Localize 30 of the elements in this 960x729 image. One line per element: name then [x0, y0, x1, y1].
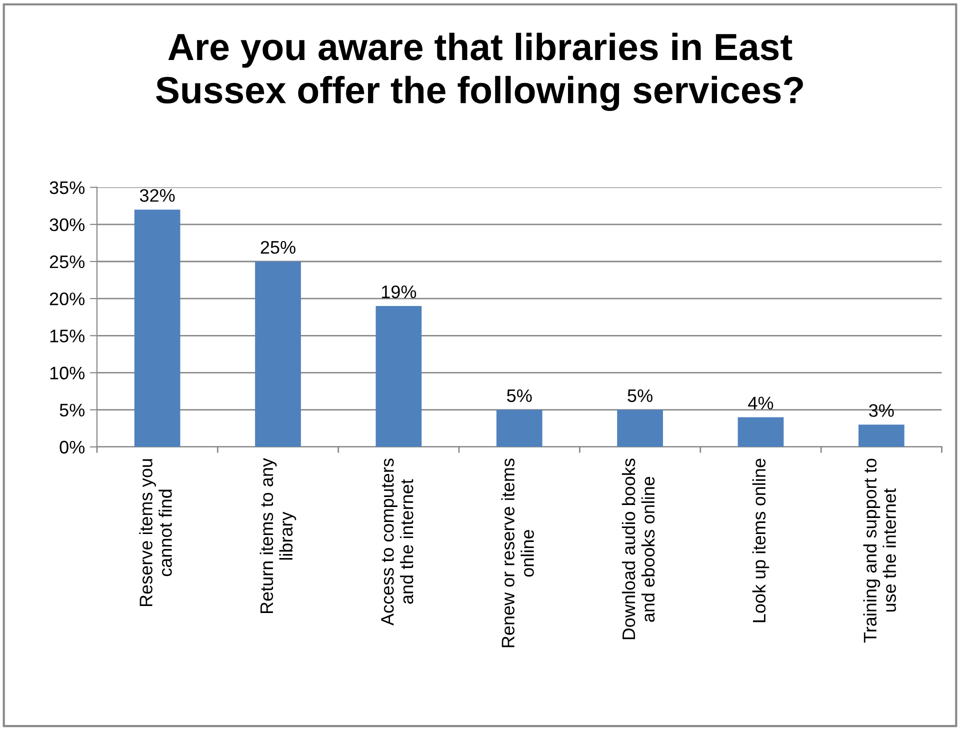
x-tick-label: Download audio books and ebooks online — [622, 458, 655, 640]
bar — [738, 417, 784, 447]
y-tick-label: 0% — [60, 440, 85, 454]
y-tick-label: 20% — [50, 292, 85, 306]
bar — [858, 424, 904, 447]
y-tick-label: 15% — [50, 330, 85, 342]
x-tick-label: Look up items online — [752, 458, 770, 622]
y-tick-label: 35% — [50, 181, 85, 194]
bar — [134, 210, 180, 447]
x-tick-label: Training and support to use the internet — [863, 458, 896, 643]
chart-title: Are you aware that libraries in East Sussex offer the following services? — [156, 32, 803, 112]
data-label: 5% — [507, 389, 532, 402]
y-tick-label: 25% — [50, 255, 85, 268]
y-tick-label: 10% — [50, 366, 85, 380]
y-tick-label: 30% — [50, 218, 85, 232]
data-label: 4% — [748, 396, 774, 410]
data-label: 19% — [382, 285, 416, 298]
x-tick-label: Reserve items you cannot find — [139, 459, 172, 606]
bar — [255, 262, 301, 447]
data-label: 25% — [260, 240, 296, 254]
bar — [496, 410, 542, 447]
y-tick-label: 5% — [60, 404, 85, 417]
x-tick-label: Access to computers and the internet — [381, 458, 414, 626]
data-label: 5% — [628, 389, 652, 402]
data-label: 3% — [869, 404, 894, 417]
data-label: 32% — [140, 189, 175, 202]
bar — [617, 410, 663, 447]
bar — [376, 306, 422, 447]
x-tick-label: Renew or reserve items online — [501, 458, 534, 648]
x-tick-label: Return items to any library — [260, 458, 296, 614]
